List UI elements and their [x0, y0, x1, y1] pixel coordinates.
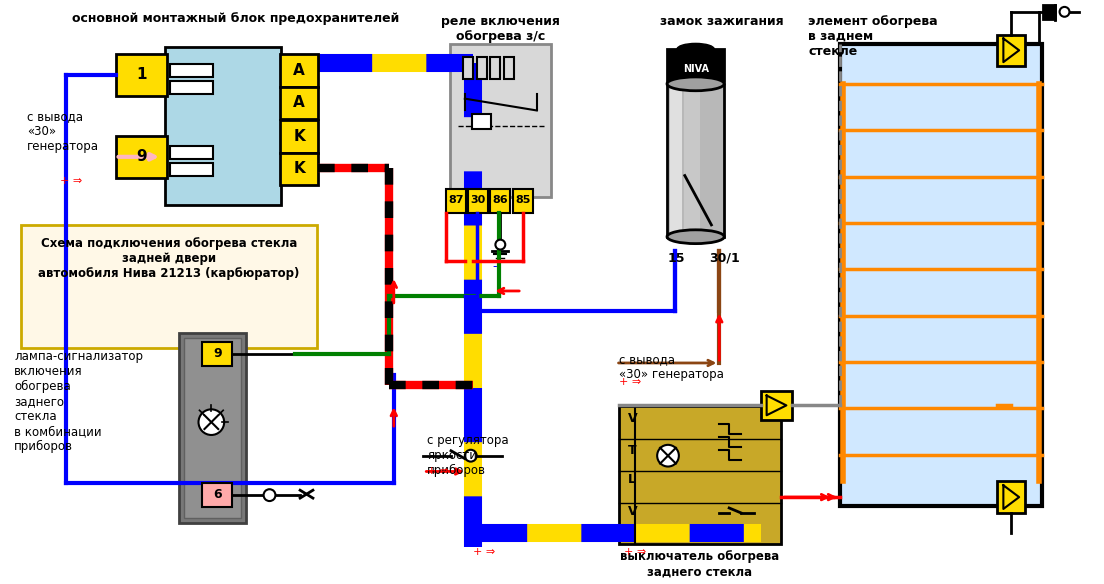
Text: + ⇒: + ⇒	[625, 547, 647, 557]
Bar	[618, 406, 782, 544]
Text: K: K	[294, 161, 305, 176]
Text: + ⇒: + ⇒	[427, 465, 449, 475]
Text: 30: 30	[470, 195, 486, 205]
Text: основной монтажный блок предохранителей: основной монтажный блок предохранителей	[73, 12, 400, 25]
Bar	[667, 49, 724, 81]
Text: T: T	[627, 444, 636, 457]
Text: V: V	[627, 412, 637, 425]
Circle shape	[657, 445, 679, 467]
Bar	[477, 57, 487, 79]
Text: замок зажигания: замок зажигания	[660, 15, 784, 28]
Bar	[670, 87, 682, 233]
Bar	[840, 44, 1042, 506]
Text: реле включения
обогрева з/с: реле включения обогрева з/с	[440, 15, 560, 43]
Bar	[280, 120, 318, 153]
Text: выключатель обогрева
заднего стекла: выключатель обогрева заднего стекла	[620, 550, 779, 578]
Text: + ⇒: + ⇒	[61, 176, 83, 186]
Text: с вывода
«30»
генератора: с вывода «30» генератора	[26, 110, 99, 154]
Bar	[21, 225, 317, 348]
Bar	[116, 54, 167, 96]
Bar	[116, 136, 167, 178]
Text: V: V	[627, 505, 637, 518]
Bar	[761, 391, 793, 420]
Text: K: K	[294, 128, 305, 144]
Text: элемент обогрева
в заднем
стекле: элемент обогрева в заднем стекле	[808, 15, 937, 58]
Ellipse shape	[677, 43, 714, 55]
Text: 85: 85	[516, 195, 531, 205]
Circle shape	[1060, 7, 1070, 17]
Bar	[997, 34, 1025, 66]
Circle shape	[496, 239, 506, 249]
Bar	[490, 57, 500, 79]
Bar	[202, 342, 232, 366]
Text: NIVA: NIVA	[682, 64, 709, 74]
Bar	[667, 84, 724, 237]
Text: 9: 9	[213, 347, 222, 360]
Bar	[471, 114, 491, 129]
Text: с регулятора
яркости
приборов: с регулятора яркости приборов	[427, 434, 509, 477]
Bar	[446, 189, 466, 213]
Bar	[1043, 5, 1054, 19]
Bar	[997, 481, 1025, 513]
Text: A: A	[294, 95, 305, 110]
Bar	[170, 146, 213, 159]
Bar	[513, 189, 533, 213]
Text: 15: 15	[668, 252, 686, 265]
Text: 6: 6	[213, 488, 222, 500]
Text: 87: 87	[448, 195, 464, 205]
Text: L: L	[627, 474, 636, 486]
Bar	[280, 153, 318, 186]
Bar	[280, 87, 318, 119]
Text: лампа-сигнализатор
включения
обогрева
заднего
стекла
в комбинации
приборов: лампа-сигнализатор включения обогрева за…	[14, 350, 144, 453]
Circle shape	[199, 409, 224, 435]
Bar	[183, 338, 241, 518]
Bar	[164, 47, 282, 205]
Bar	[683, 84, 700, 237]
Bar	[202, 484, 232, 507]
Bar	[170, 81, 213, 93]
Text: 30/1: 30/1	[710, 252, 740, 265]
Text: A: A	[294, 62, 305, 78]
Bar	[170, 163, 213, 176]
Bar	[179, 333, 246, 523]
Text: + ⇒: + ⇒	[473, 547, 495, 557]
Bar	[468, 189, 488, 213]
Bar	[450, 44, 551, 197]
Bar	[463, 57, 473, 79]
Circle shape	[264, 489, 275, 501]
Bar	[280, 54, 318, 87]
Ellipse shape	[667, 230, 724, 244]
Text: 9: 9	[136, 150, 147, 164]
Circle shape	[465, 450, 477, 461]
Bar	[490, 189, 510, 213]
Text: + ⇒: + ⇒	[618, 377, 641, 387]
Text: с вывода
«30» генератора: с вывода «30» генератора	[618, 353, 723, 381]
Bar	[170, 64, 213, 77]
Text: -: -	[492, 260, 497, 273]
Bar	[505, 57, 514, 79]
Text: Схема подключения обогрева стекла
задней двери
автомобиля Нива 21213 (карбюратор: Схема подключения обогрева стекла задней…	[39, 237, 299, 280]
Text: 86: 86	[492, 195, 508, 205]
Text: 1: 1	[136, 68, 147, 82]
Ellipse shape	[667, 77, 724, 91]
